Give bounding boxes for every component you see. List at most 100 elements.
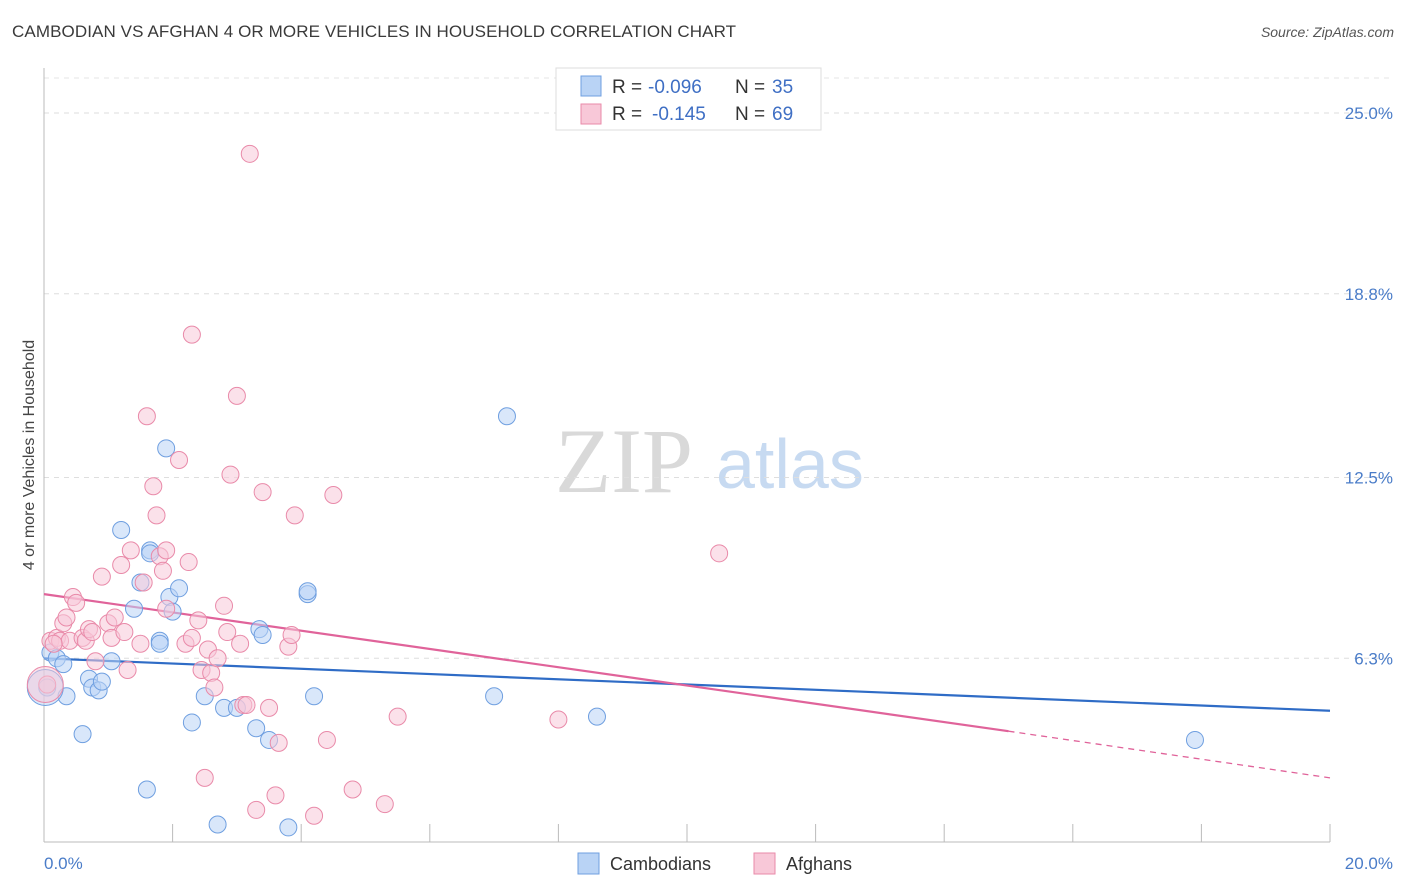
y-tick-label: 25.0%: [1345, 104, 1393, 123]
point-cambodians: [182, 713, 201, 732]
trend-lines: [43, 593, 1331, 779]
legend-n-value-afghans: 69: [772, 104, 793, 125]
y-axis-label: 4 or more Vehicles in Household: [21, 340, 38, 570]
point-afghans: [237, 695, 256, 714]
point-afghans: [131, 634, 150, 653]
point-afghans: [227, 386, 246, 405]
point-afghans: [83, 623, 102, 642]
point-afghans: [153, 561, 172, 580]
y-tick-label: 12.5%: [1345, 468, 1393, 487]
point-cambodians: [157, 439, 176, 458]
point-afghans: [208, 649, 227, 668]
point-afghans: [215, 596, 234, 615]
watermark-zip: ZIP: [555, 410, 693, 512]
legend-n-label-cambodians: N =: [735, 77, 765, 98]
x-tick-min: 0.0%: [44, 854, 83, 873]
series-label-cambodians: Cambodians: [610, 854, 711, 874]
point-afghans: [118, 660, 137, 679]
point-afghans: [67, 593, 86, 612]
point-afghans: [240, 144, 259, 163]
point-cambodians: [485, 687, 504, 706]
point-cambodians: [125, 599, 144, 618]
point-afghans: [179, 553, 198, 572]
point-cambodians: [253, 625, 272, 644]
point-cambodians: [1185, 730, 1204, 749]
point-afghans: [253, 483, 272, 502]
legend-r-label-cambodians: R =: [612, 77, 642, 98]
point-cambodians: [73, 725, 92, 744]
point-cambodians: [112, 520, 131, 539]
trend-line-dashed-afghans: [1008, 730, 1331, 779]
point-afghans: [182, 628, 201, 647]
point-afghans: [195, 768, 214, 787]
point-afghans: [266, 786, 285, 805]
data-points: [26, 144, 1204, 837]
point-cambodians: [587, 707, 606, 726]
series-swatch-cambodians: [577, 852, 600, 875]
point-afghans: [44, 634, 63, 653]
point-afghans: [549, 710, 568, 729]
point-afghans: [137, 407, 156, 426]
y-tick-labels: 6.3% 12.5% 18.8% 25.0%: [1345, 104, 1393, 668]
point-afghans: [86, 652, 105, 671]
point-cambodians: [102, 652, 121, 671]
point-cambodians: [137, 780, 156, 799]
point-afghans: [112, 555, 131, 574]
legend-n-value-cambodians: 35: [772, 77, 793, 98]
point-cambodians: [54, 655, 73, 674]
point-afghans: [170, 451, 189, 469]
point-afghans: [324, 485, 343, 504]
legend-swatch-afghans: [580, 103, 602, 125]
point-afghans: [375, 795, 394, 814]
point-afghans: [92, 567, 111, 586]
point-afghans: [115, 623, 134, 642]
grid: [44, 77, 1390, 659]
point-afghans: [285, 506, 304, 525]
point-afghans: [260, 698, 279, 717]
point-cambodians: [305, 687, 324, 706]
point-afghans: [388, 707, 407, 726]
watermark-atlas: atlas: [716, 425, 864, 503]
point-cambodians: [279, 818, 298, 837]
point-afghans: [121, 541, 140, 560]
legend-n-label-afghans: N =: [735, 104, 765, 125]
legend-r-label-afghans: R =: [612, 104, 642, 125]
legend-r-value-afghans: -0.145: [652, 104, 706, 125]
point-afghans: [218, 623, 237, 642]
point-afghans: [105, 608, 124, 627]
point-afghans: [57, 608, 76, 627]
trend-line-afghans: [43, 593, 1009, 733]
point-afghans: [205, 678, 224, 697]
point-afghans: [144, 477, 163, 496]
x-tick-max: 20.0%: [1345, 854, 1393, 873]
point-afghans: [221, 465, 240, 484]
chart-title: CAMBODIAN VS AFGHAN 4 OR MORE VEHICLES I…: [12, 22, 737, 41]
source-label: Source: ZipAtlas.com: [1260, 24, 1394, 40]
point-afghans: [269, 733, 288, 752]
point-afghans: [231, 634, 250, 653]
point-afghans: [189, 611, 208, 630]
legend-r-value-cambodians: -0.096: [648, 77, 702, 98]
point-afghans: [147, 506, 166, 525]
y-tick-label: 6.3%: [1354, 649, 1393, 668]
stats-legend: R = -0.096 N = 35 R = -0.145 N = 69: [555, 67, 822, 131]
series-legend: Cambodians Afghans: [577, 852, 852, 875]
point-cambodians: [247, 719, 266, 738]
point-afghans: [282, 625, 301, 644]
y-tick-label: 18.8%: [1345, 285, 1393, 304]
point-afghans: [317, 730, 336, 749]
point-cambodians: [92, 672, 111, 691]
point-large-afghans: [26, 666, 64, 704]
point-cambodians: [150, 634, 169, 653]
point-afghans: [343, 780, 362, 799]
point-afghans: [247, 800, 266, 819]
axes: [43, 68, 1331, 843]
point-cambodians: [208, 815, 227, 834]
point-afghans: [305, 806, 324, 825]
point-cambodians: [170, 579, 189, 598]
point-afghans: [134, 573, 153, 592]
point-afghans: [157, 541, 176, 560]
point-cambodians: [298, 582, 317, 601]
point-afghans: [182, 325, 201, 344]
